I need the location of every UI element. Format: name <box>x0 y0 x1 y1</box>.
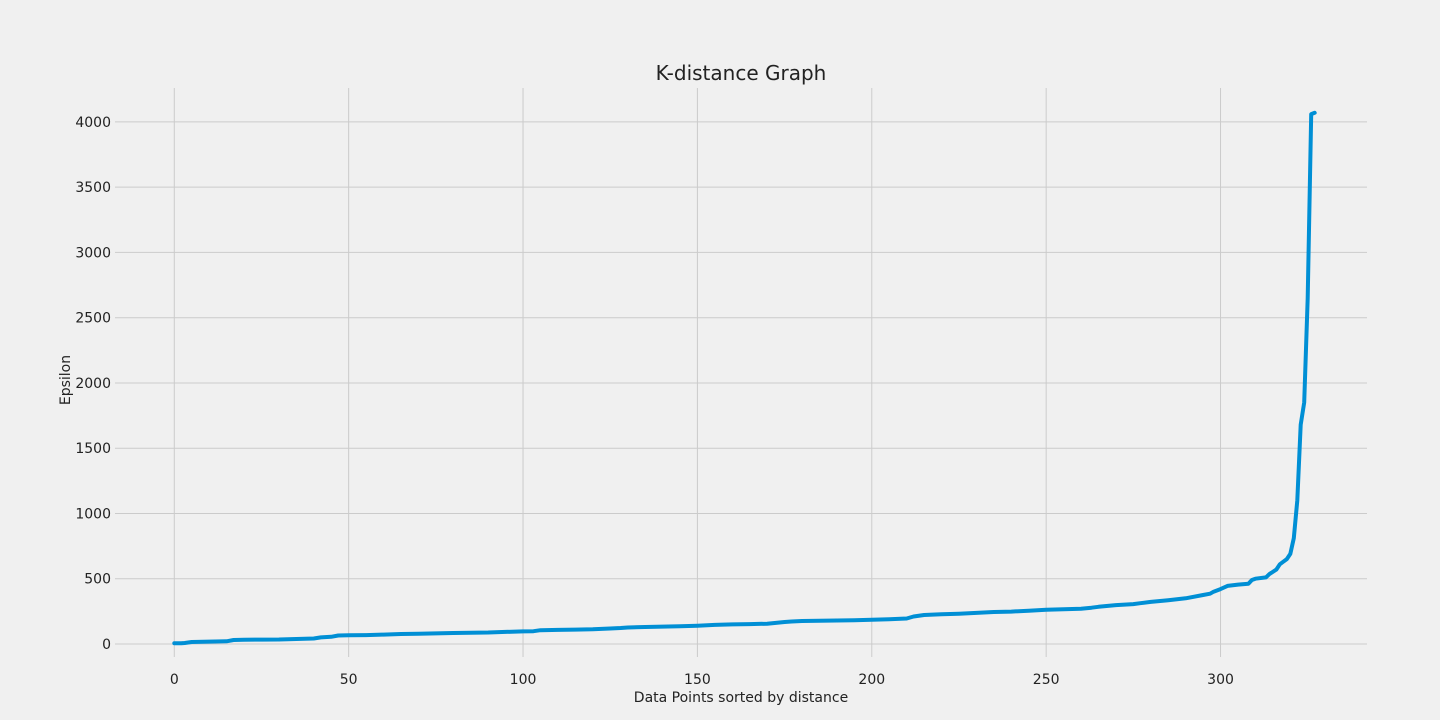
grid-layer <box>115 88 1367 657</box>
x-tick-label: 100 <box>510 672 537 688</box>
x-tick-label: 0 <box>170 672 179 688</box>
y-tick-label: 3000 <box>75 245 111 261</box>
tick-layer: 0 50 100 150 200 250 3000500100015002000250030… <box>75 115 1234 688</box>
y-axis-label: Epsilon <box>58 355 74 405</box>
y-tick-label: 0 <box>102 637 111 653</box>
y-tick-label: 2000 <box>75 376 111 392</box>
y-tick-label: 1500 <box>75 441 111 457</box>
y-tick-label: 500 <box>84 572 111 588</box>
y-tick-label: 4000 <box>75 115 111 131</box>
x-tick-label: 250 <box>1033 672 1060 688</box>
x-tick-label: 300 <box>1207 672 1234 688</box>
x-tick-label: 200 <box>858 672 885 688</box>
series-line <box>172 110 1317 646</box>
y-tick-label: 3500 <box>75 180 111 196</box>
series-layer <box>172 110 1317 646</box>
y-tick-label: 2500 <box>75 311 111 327</box>
y-tick-label: 1000 <box>75 506 111 522</box>
chart-title: K-distance Graph <box>656 61 827 85</box>
x-tick-label: 150 <box>684 672 711 688</box>
x-axis-label: Data Points sorted by distance <box>634 690 848 706</box>
x-tick-label: 50 <box>340 672 358 688</box>
